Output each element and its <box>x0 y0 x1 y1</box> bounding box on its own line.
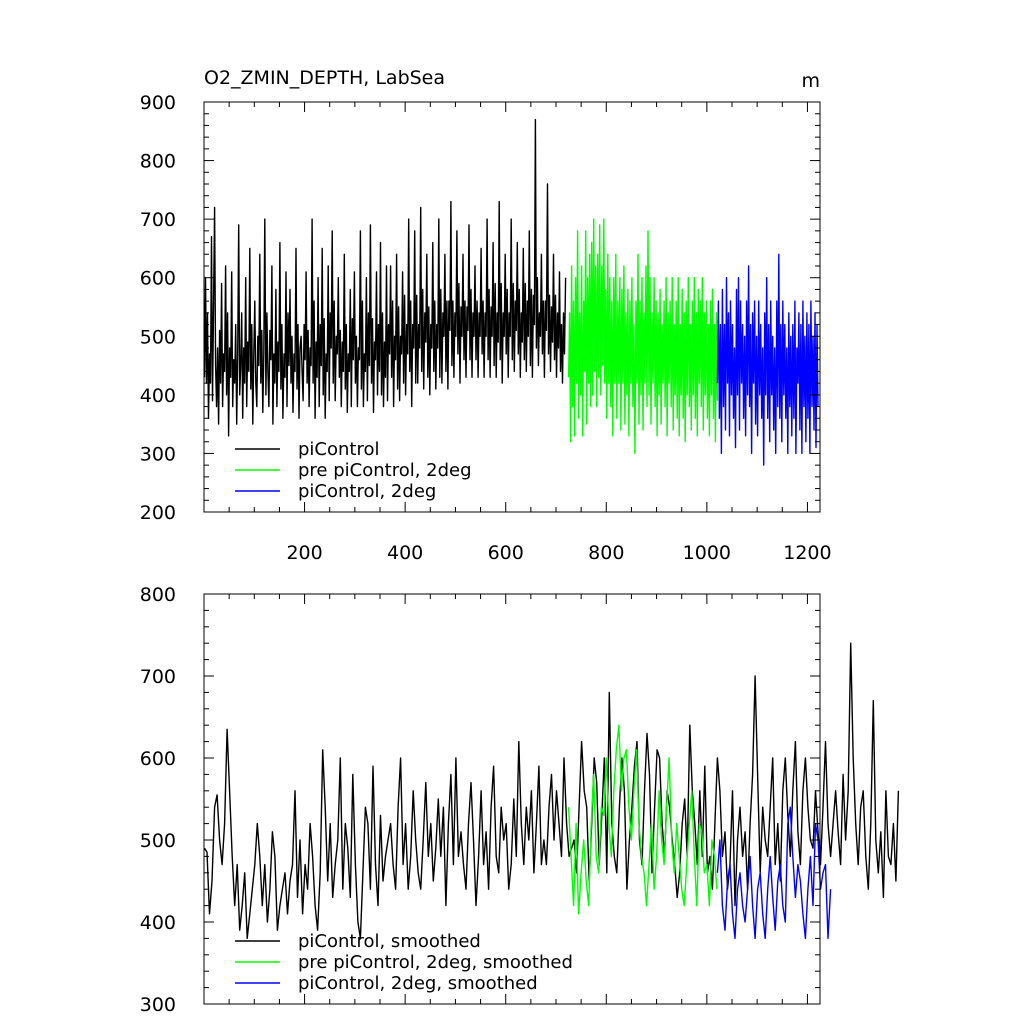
plot-frame <box>203 101 821 513</box>
chart-title: O2_ZMIN_DEPTH, LabSea <box>204 67 445 89</box>
y-tick-label: 800 <box>140 151 176 173</box>
y-tick-label: 400 <box>140 912 176 934</box>
y-tick-label: 900 <box>140 92 176 114</box>
x-tick-label: 200 <box>286 542 322 564</box>
x-tick-label: 1000 <box>683 542 731 564</box>
series-line-1-0 <box>203 642 900 940</box>
legend-label-1-2: piControl, 2deg, smoothed <box>298 973 538 994</box>
legend-label-0-0: piControl <box>298 439 380 460</box>
bottom-series-group <box>203 642 900 940</box>
x-tick-label: 800 <box>588 542 624 564</box>
y-tick-label: 500 <box>140 830 176 852</box>
series-line-1-2 <box>716 806 832 940</box>
y-tick-label: 500 <box>140 326 176 348</box>
y-tick-label: 300 <box>140 443 176 465</box>
series-line-0-0 <box>203 118 567 437</box>
series-line-0-1 <box>567 218 719 455</box>
x-tick-label: 400 <box>387 542 423 564</box>
top-series-group <box>203 118 819 466</box>
y-tick-label: 800 <box>140 584 176 606</box>
legend-label-1-0: piControl, smoothed <box>298 931 481 952</box>
bottom-panel: 300 400 500 600 700 800 piControl, smoothedpr… <box>140 584 900 1016</box>
y-tick-label: 700 <box>140 209 176 231</box>
series-line-0-2 <box>716 253 819 466</box>
y-tick-label: 600 <box>140 748 176 770</box>
units-label: m <box>801 70 820 92</box>
legend-label-0-1: pre piControl, 2deg <box>298 460 472 481</box>
legend-label-1-1: pre piControl, 2deg, smoothed <box>298 952 573 973</box>
x-tick-label: 600 <box>488 542 524 564</box>
x-tick-label: 1200 <box>783 542 831 564</box>
bottom-axes: 300 400 500 600 700 800 <box>140 584 821 1016</box>
plot-frame <box>203 593 821 1005</box>
series-line-1-1 <box>567 724 718 915</box>
y-tick-label: 200 <box>140 502 176 524</box>
y-tick-label: 300 <box>140 994 176 1016</box>
y-tick-label: 400 <box>140 385 176 407</box>
y-tick-label: 600 <box>140 268 176 290</box>
top-panel: O2_ZMIN_DEPTH, LabSea m 200 300 400 500 600 7… <box>140 67 832 564</box>
y-tick-label: 700 <box>140 666 176 688</box>
legend-label-0-2: piControl, 2deg <box>298 481 436 502</box>
top-axes: 200 300 400 500 600 700 800 900 200 400 600 800 1000… <box>140 92 832 564</box>
